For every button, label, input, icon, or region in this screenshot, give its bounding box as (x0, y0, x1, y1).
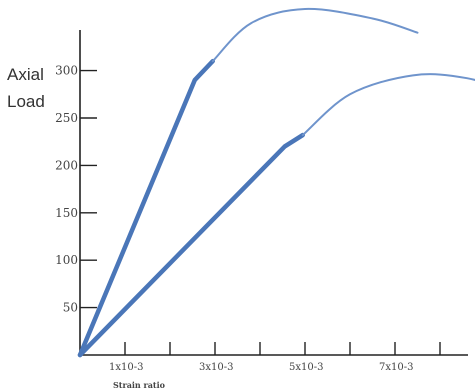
x-ticks: 1x10-3 3x10-3 5x10-3 7x10-3 (109, 342, 441, 373)
y-tick-label: 50 (63, 301, 78, 315)
axes (79, 30, 468, 356)
y-tick-label: 100 (55, 253, 78, 267)
y-tick-label: 250 (55, 111, 78, 125)
series-1-linear-segment (77, 58, 215, 358)
series-2-linear-segment (77, 132, 305, 358)
y-tick-label: 150 (55, 206, 78, 220)
series-2-curved-segment (301, 73, 475, 137)
x-tick-label: 3x10-3 (199, 362, 233, 373)
y-axis-label: Axial Load (7, 65, 45, 111)
x-tick-label: 5x10-3 (289, 362, 323, 373)
x-tick-label: 1x10-3 (109, 362, 143, 373)
series-group (77, 7, 475, 358)
y-tick-label: 300 (55, 64, 78, 78)
x-tick-label: 7x10-3 (379, 362, 413, 373)
y-axis-label-line-2: Load (7, 92, 45, 111)
y-tick-label: 200 (55, 158, 78, 172)
y-ticks: 50 100 150 200 250 300 (55, 64, 97, 315)
x-axis-label: Strain ratio (113, 380, 166, 390)
y-axis-label-line-1: Axial (7, 65, 44, 84)
series-1-curved-segment (211, 7, 419, 63)
